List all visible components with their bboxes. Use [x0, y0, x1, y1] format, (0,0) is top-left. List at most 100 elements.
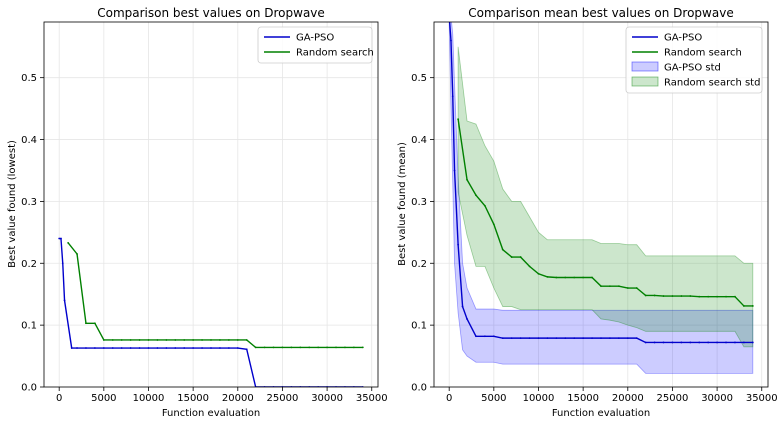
data-point — [111, 339, 114, 341]
data-point — [501, 337, 504, 340]
data-point — [281, 346, 284, 349]
data-point — [546, 337, 549, 340]
data-point — [156, 339, 159, 341]
data-point — [61, 262, 64, 265]
x-tick-label: 0 — [446, 393, 452, 404]
data-point — [201, 339, 203, 341]
data-point — [451, 95, 454, 98]
y-axis-label: Best value found (mean) — [397, 142, 408, 266]
chart-title: Comparison mean best values on Dropwave — [468, 6, 733, 20]
data-point — [644, 341, 647, 344]
data-point — [600, 337, 602, 340]
data-point — [635, 337, 638, 340]
y-tick-label: 0.5 — [411, 73, 427, 84]
data-point — [129, 347, 132, 349]
data-point — [484, 204, 486, 207]
data-point — [138, 339, 141, 341]
data-point — [299, 346, 302, 349]
x-tick-label: 5000 — [481, 393, 506, 404]
data-point — [272, 346, 275, 349]
data-point — [492, 335, 495, 338]
data-point — [751, 341, 754, 344]
y-tick-label: 0.4 — [21, 135, 37, 146]
legend-patch-swatch — [631, 61, 659, 72]
data-point — [67, 241, 70, 244]
data-point — [600, 285, 602, 288]
x-tick-label: 5000 — [91, 393, 116, 404]
data-point — [492, 223, 495, 226]
x-tick-label: 25000 — [267, 393, 299, 404]
data-point — [546, 275, 549, 278]
data-point — [290, 346, 293, 349]
data-point — [501, 248, 504, 251]
data-point — [689, 295, 692, 297]
y-tick-label: 0.1 — [411, 321, 427, 332]
data-point — [510, 337, 513, 340]
data-point — [156, 347, 159, 349]
x-tick-label: 30000 — [311, 393, 343, 404]
x-tick-label: 15000 — [177, 393, 209, 404]
data-point — [308, 346, 311, 349]
data-point — [201, 347, 203, 349]
chart-best-values: Comparison best values on Dropwave 0 5000… — [7, 6, 388, 419]
series-lines — [58, 237, 364, 387]
std-bands — [448, 22, 754, 374]
data-point — [484, 335, 486, 338]
data-point — [671, 341, 674, 344]
data-point — [111, 347, 114, 349]
data-point — [102, 347, 105, 349]
data-point — [528, 337, 531, 340]
data-point — [689, 341, 692, 344]
x-axis-label: Function evaluation — [162, 408, 260, 419]
data-point — [582, 276, 585, 279]
data-point — [475, 194, 477, 197]
data-point — [76, 347, 78, 349]
x-tick-label: 10000 — [133, 393, 165, 404]
data-point — [227, 339, 230, 341]
data-point — [626, 337, 629, 340]
data-point — [519, 337, 522, 340]
data-point — [210, 347, 212, 349]
data-point — [138, 347, 141, 349]
x-tick-label: 20000 — [222, 393, 254, 404]
data-point — [582, 337, 585, 340]
y-tick-label: 0.0 — [21, 383, 37, 394]
legend-label: Random search — [664, 48, 742, 59]
data-point — [192, 347, 195, 349]
data-point — [219, 339, 221, 341]
data-point — [751, 305, 754, 307]
data-point — [129, 339, 132, 341]
chart-title: Comparison best values on Dropwave — [97, 6, 325, 20]
data-point — [165, 339, 168, 341]
data-point — [453, 169, 456, 172]
data-point — [335, 346, 337, 349]
data-point — [85, 322, 87, 325]
x-ticks: 0 5000 10000 15000 20000 25000 30000 35000 — [446, 387, 778, 404]
data-point — [537, 272, 540, 275]
y-tick-label: 0.1 — [21, 321, 37, 332]
legend-label: Random search — [296, 48, 374, 59]
data-point — [254, 346, 257, 349]
data-point — [591, 276, 593, 279]
data-point — [707, 341, 710, 344]
y-tick-label: 0.3 — [21, 197, 37, 208]
legend-label: GA-PSO — [296, 33, 334, 44]
plot-frame — [43, 21, 379, 388]
data-point — [662, 295, 665, 297]
series-line-ga-pso — [59, 237, 363, 387]
data-point — [326, 346, 328, 349]
data-point — [102, 339, 105, 341]
data-point — [263, 346, 266, 349]
data-point — [245, 348, 248, 351]
data-point — [466, 178, 468, 181]
data-point — [317, 346, 320, 349]
data-point — [147, 347, 150, 349]
data-point — [227, 347, 230, 349]
data-point — [698, 341, 701, 344]
data-point — [236, 347, 239, 349]
data-point — [352, 346, 355, 349]
data-point — [626, 287, 629, 289]
y-ticks: 0.0 0.1 0.2 0.3 0.4 0.5 — [411, 73, 434, 394]
data-point — [573, 337, 576, 340]
